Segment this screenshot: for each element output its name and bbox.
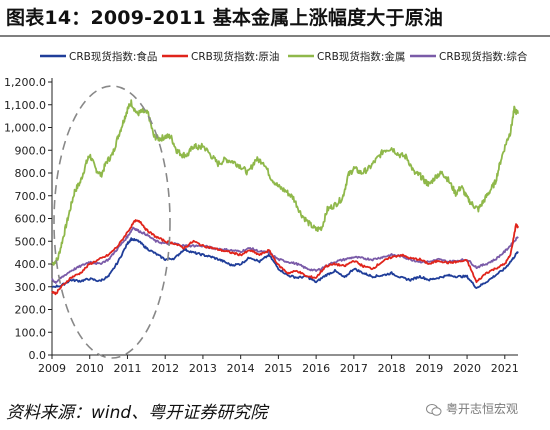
y-tick-label: 800.0 (15, 167, 47, 180)
x-tick-label: 2016 (302, 362, 330, 375)
figure-title: 图表14：2009-2011 基本金属上涨幅度大于原油 (6, 7, 444, 29)
watermark: 粤开志恒宏观 (426, 400, 518, 417)
highlight-ellipse (53, 85, 171, 359)
x-axis: 2009 2010 2011 2012 2013 2014 2015 2016 2017 2018… (38, 354, 519, 375)
y-tick-label: 1,200.0 (4, 76, 46, 89)
x-tick-label: 2019 (415, 362, 443, 375)
y-tick-label: 100.0 (15, 326, 47, 339)
title-divider (0, 35, 550, 37)
x-tick-label: 2017 (340, 362, 368, 375)
x-tick-label: 2009 (38, 362, 66, 375)
y-tick-label: 0.0 (29, 349, 47, 362)
y-tick-label: 400.0 (15, 258, 47, 271)
x-tick-label: 2018 (378, 362, 406, 375)
x-tick-label: 2012 (151, 362, 179, 375)
y-tick-label: 300.0 (15, 281, 47, 294)
series-lines (51, 99, 519, 296)
y-tick-label: 500.0 (15, 235, 47, 248)
y-tick-label: 200.0 (15, 304, 47, 317)
x-tick-label: 2013 (189, 362, 217, 375)
x-tick-label: 2010 (76, 362, 104, 375)
y-tick-label: 600.0 (15, 213, 47, 226)
y-axis: 0.0 100.0 200.0 300.0 400.0 500.0 600.0 700.0 80… (4, 76, 53, 362)
x-tick-label: 2011 (113, 362, 141, 375)
series-line (51, 226, 519, 284)
legend: CRB现货指数:食品 CRB现货指数:原油 CRB现货指数:金属 CRB现货指数:综合 (40, 50, 528, 63)
series-line (51, 237, 519, 289)
legend-label: CRB现货指数:原油 (191, 50, 279, 63)
x-tick-label: 2015 (264, 362, 292, 375)
y-tick-label: 900.0 (15, 144, 47, 157)
x-tick-label: 2014 (227, 362, 255, 375)
y-tick-label: 1,000.0 (4, 122, 46, 135)
legend-label: CRB现货指数:综合 (439, 50, 528, 63)
source-note: 资料来源：wind、粤开证券研究院 (6, 403, 268, 423)
x-tick-label: 2021 (491, 362, 519, 375)
line-chart: CRB现货指数:食品 CRB现货指数:原油 CRB现货指数:金属 CRB现货指数:综合… (4, 50, 528, 375)
legend-label: CRB现货指数:食品 (69, 50, 157, 63)
y-tick-label: 1,100.0 (4, 99, 46, 112)
series-line (51, 99, 519, 266)
y-tick-label: 700.0 (15, 190, 47, 203)
wechat-icon (426, 403, 442, 416)
series-line (51, 219, 519, 296)
x-tick-label: 2020 (453, 362, 481, 375)
legend-label: CRB现货指数:金属 (317, 50, 405, 63)
watermark-text: 粤开志恒宏观 (446, 402, 519, 416)
